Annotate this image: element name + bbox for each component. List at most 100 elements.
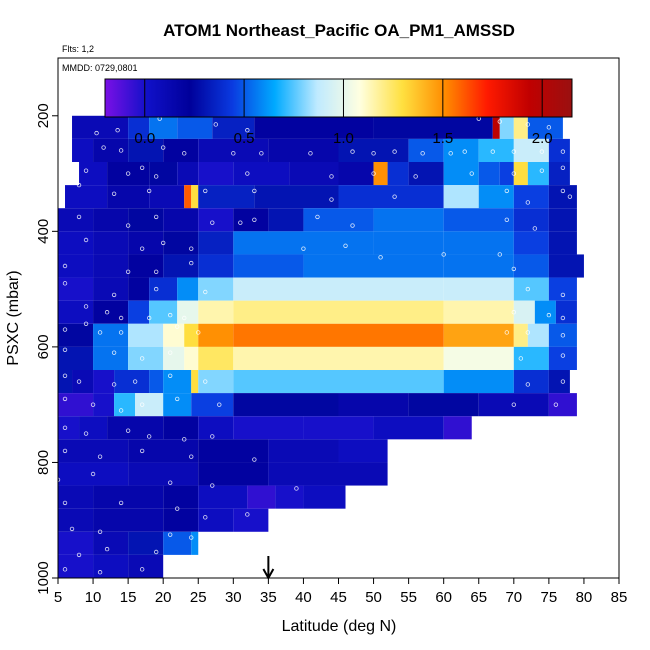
heatmap-cell [548,254,584,278]
heatmap-cell [198,416,234,440]
data-point [62,327,68,332]
data-point [504,188,509,194]
heatmap-cell [149,115,178,139]
data-point [518,356,524,361]
colorbar-tick-label: 0.5 [234,130,255,147]
heatmap-cell [373,416,444,440]
data-point [83,304,89,309]
heatmap-cell [128,439,199,463]
x-tick-label: 85 [611,589,628,606]
data-point [94,130,99,136]
heatmap-cell [128,277,150,301]
data-point [153,214,159,220]
heatmap-cell [338,462,388,486]
heatmap-cell [107,185,150,209]
heatmap-cell [93,138,129,162]
data-point [252,457,257,462]
data-point [69,526,75,532]
data-point [259,151,264,156]
data-point [525,286,531,292]
heatmap-cell [303,416,374,440]
heatmap-cell [163,346,185,370]
heatmap-cell [478,393,549,417]
heatmap-cell [58,370,73,394]
heatmap-cell [233,323,444,347]
heatmap-cell [107,416,164,440]
data-point [315,214,320,220]
data-point [504,217,509,222]
x-tick-label: 10 [85,589,102,606]
heatmap-cell [408,138,444,162]
heatmap-cell [163,370,192,394]
x-tick-label: 55 [400,589,417,606]
heatmap-cell [163,254,199,278]
heatmap-cell [93,346,129,370]
heatmap-cell [443,346,514,370]
heatmap-cell [338,138,409,162]
heatmap-cell [58,554,94,578]
data-point [350,149,355,154]
data-point [371,171,376,176]
data-point [553,402,559,407]
data-point [167,350,173,355]
data-point [167,312,173,318]
data-point [203,379,208,384]
data-point [441,252,446,257]
x-tick-label: 25 [190,589,207,606]
heatmap-cell [268,462,339,486]
heatmap-cell [58,485,94,509]
heatmap-cell [548,370,570,394]
heatmap-cell [443,254,514,278]
data-point [118,500,124,506]
data-point [146,434,152,439]
data-point [504,330,509,335]
data-point [189,246,194,251]
heatmap-cell [163,416,199,440]
x-tick-label: 5 [54,589,62,606]
heatmap-cell [303,208,374,232]
heatmap-cell [233,231,374,255]
heatmap-cell [135,393,164,417]
heatmap-cell [254,115,374,139]
data-point [560,149,566,154]
data-point [62,263,68,269]
heatmap-cell [128,208,164,232]
x-tick-label: 80 [576,589,593,606]
heatmap-cell [499,162,514,186]
data-point [448,151,453,156]
x-tick-label: 30 [225,589,242,606]
heatmap-cell [93,277,129,301]
data-point [413,174,418,179]
data-point [175,324,180,329]
y-axis-label: PSXC (mbar) [5,270,22,365]
data-point [511,149,517,154]
heatmap-cell [443,138,479,162]
x-tick-label: 50 [365,589,382,606]
heatmap-cell [107,162,150,186]
data-point [167,480,173,485]
data-point [203,188,208,194]
heatmap-cell [233,393,339,417]
heatmap-cell [58,323,94,347]
heatmap-cell [128,300,150,324]
heatmap-cell [163,531,192,555]
data-point [153,286,159,292]
heatmap-cell [198,185,255,209]
data-point [525,200,531,205]
data-point [139,165,145,170]
heatmap-cell [93,531,129,555]
heatmap-cell [163,208,199,232]
data-point [83,321,89,326]
data-point [97,529,103,534]
heatmap-cell [149,185,185,209]
heatmap-cell [198,346,234,370]
data-point [490,149,495,154]
heatmap-cell [114,393,136,417]
heatmap-cell [548,162,570,186]
heatmap-cell [72,138,94,162]
data-point [175,555,180,560]
heatmap-cell [443,300,514,324]
heatmap-cell [128,323,164,347]
data-point [546,312,552,318]
data-point [392,149,397,154]
